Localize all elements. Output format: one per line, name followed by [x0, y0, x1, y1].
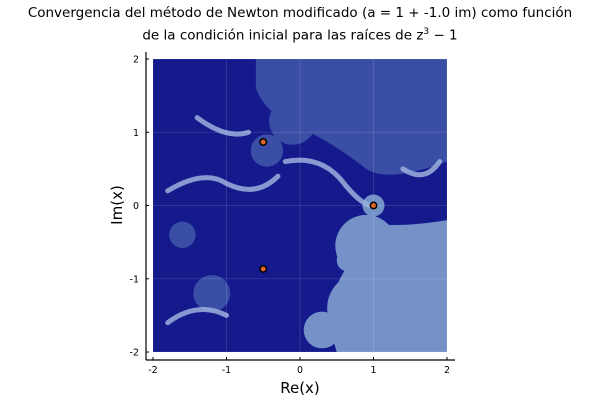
root-marker [259, 264, 268, 273]
axes: -2 -1 0 1 2 -2 -1 0 1 2 [130, 52, 455, 376]
x-axis-label: Re(x) [280, 379, 320, 397]
basin-upper-disk [303, 59, 385, 137]
chart-title-line-2-suffix: − 1 [429, 27, 458, 44]
y-tick-label: -2 [130, 348, 139, 359]
spiral-arm [194, 115, 252, 137]
root-marker [259, 138, 268, 147]
basin-real-disk [303, 311, 341, 349]
basin-real-disk [336, 249, 359, 272]
y-axis-label: Im(x) [108, 185, 126, 225]
spiral-arm [282, 157, 373, 208]
chart-title-line-2: de la condición inicial para las raíces … [0, 23, 600, 46]
x-tick-label: -2 [148, 365, 157, 376]
chart-title-line-1: Convergencia del método de Newton modifi… [27, 5, 573, 21]
basin-upper-disk [269, 97, 317, 145]
spiral-arm [165, 173, 281, 194]
x-tick-label: 2 [444, 365, 450, 376]
spiral-arm [165, 307, 229, 326]
basin-upper-disk [193, 275, 231, 312]
plot-area [153, 59, 447, 352]
chart-title-line-2-text: de la condición inicial para las raíces … [142, 27, 424, 44]
basin-upper-disk [380, 88, 440, 147]
x-tick-label: 1 [370, 365, 376, 376]
y-tick-label: 0 [133, 201, 139, 212]
basin-real-disk [327, 272, 398, 344]
chart-title: Convergencia del método de Newton modifi… [0, 4, 600, 46]
chart-title-exponent: 3 [423, 27, 430, 37]
spiral-arm [400, 159, 443, 178]
root-markers [259, 138, 378, 273]
y-tick-label: 1 [133, 128, 139, 139]
y-tick-label: -1 [130, 274, 139, 285]
x-tick-label: -1 [222, 365, 231, 376]
grid [152, 58, 448, 353]
basin-upper-disk [169, 221, 196, 249]
basin-upper-disk [250, 134, 284, 167]
y-tick-label: 2 [133, 55, 139, 66]
x-tick-label: 0 [297, 365, 303, 376]
root-marker [369, 201, 378, 210]
